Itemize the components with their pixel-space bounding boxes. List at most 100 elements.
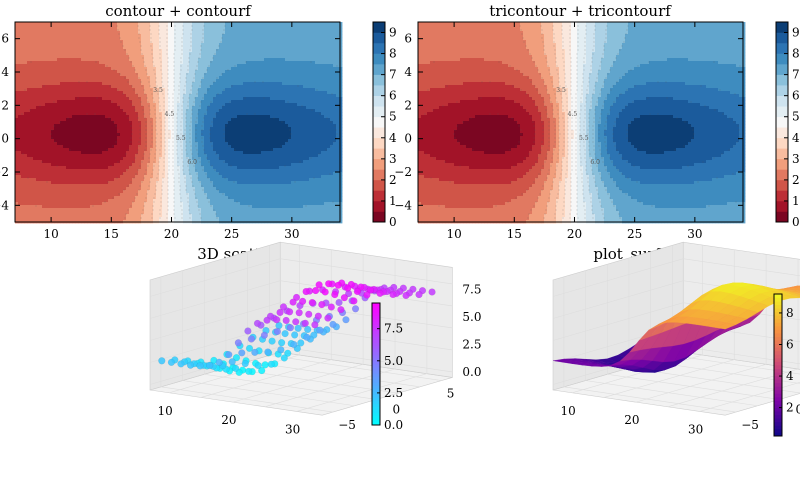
contour-cell xyxy=(330,148,334,152)
contour-cell xyxy=(45,94,49,98)
contour-cell xyxy=(267,46,271,50)
contour-cell xyxy=(51,103,55,107)
contour-cell xyxy=(174,49,178,53)
contour-cell xyxy=(129,103,133,107)
contour-cell xyxy=(297,148,301,152)
contour-cell xyxy=(153,103,157,107)
contour-cell xyxy=(39,73,43,77)
contour-cell xyxy=(312,112,316,116)
contour-cell xyxy=(108,88,112,92)
contour-cell xyxy=(153,25,157,29)
contour-cell xyxy=(132,76,136,80)
contour-cell xyxy=(69,145,73,149)
contour-cell xyxy=(219,46,223,50)
contour-cell xyxy=(312,88,316,92)
contour-cell xyxy=(174,142,178,146)
contour-cell xyxy=(213,109,217,113)
contour-cell xyxy=(33,82,37,86)
contour-cell xyxy=(198,28,202,32)
contour-cell xyxy=(138,31,142,35)
contour-cell xyxy=(66,148,70,152)
contour-cell xyxy=(207,52,211,56)
contour-cell xyxy=(36,28,40,32)
contour-cell xyxy=(300,133,304,137)
contour-cell xyxy=(132,106,136,110)
contour-cell xyxy=(255,106,259,110)
contour-cell xyxy=(339,85,343,89)
contour-cell xyxy=(162,34,166,38)
contour-cell xyxy=(177,130,181,134)
contour-cell xyxy=(318,151,322,155)
contour-cell xyxy=(315,145,319,149)
contour-cell xyxy=(30,142,34,146)
contour-cell xyxy=(123,34,127,38)
contour-cell xyxy=(246,106,250,110)
contour-cell xyxy=(222,46,226,50)
contour-cell xyxy=(48,103,52,107)
contour-cell xyxy=(150,82,154,86)
contour-cell xyxy=(174,34,178,38)
contour-cell xyxy=(261,121,265,125)
contour-cell xyxy=(168,136,172,140)
contour-cell xyxy=(234,142,238,146)
contour-cell xyxy=(276,115,280,119)
contour-cell xyxy=(276,154,280,158)
contour-cell xyxy=(165,82,169,86)
contour-cell xyxy=(99,130,103,134)
contour-cell xyxy=(36,118,40,122)
contour-cell xyxy=(24,136,28,140)
contour-cell xyxy=(183,121,187,125)
contour-cell xyxy=(240,142,244,146)
contour-cell xyxy=(318,67,322,71)
contour-cell xyxy=(180,43,184,47)
contour-cell xyxy=(225,151,229,155)
contour-cell xyxy=(183,61,187,65)
contour-cell xyxy=(234,85,238,89)
contour-cell xyxy=(336,133,340,137)
contour-cell xyxy=(123,151,127,155)
contour-cell xyxy=(168,127,172,131)
contour-cell xyxy=(45,133,49,137)
contour-cell xyxy=(327,112,331,116)
contour-cell xyxy=(213,106,217,110)
contour-cell xyxy=(51,73,55,77)
contour-cell xyxy=(249,91,253,95)
contour-cell xyxy=(105,94,109,98)
contour-cell xyxy=(192,109,196,113)
contour-cell xyxy=(72,46,76,50)
contour-cell xyxy=(186,49,190,53)
contour-cell xyxy=(186,127,190,131)
contour-cell xyxy=(138,145,142,149)
contour-cell xyxy=(135,109,139,113)
contour-cell xyxy=(198,94,202,98)
contour-cell xyxy=(24,73,28,77)
contour-cell xyxy=(198,82,202,86)
contour-cell xyxy=(204,121,208,125)
contour-cell xyxy=(300,115,304,119)
contour-cell xyxy=(219,28,223,32)
contour-cell xyxy=(72,82,76,86)
contour-cell xyxy=(219,37,223,41)
contour-cell xyxy=(39,61,43,65)
contour-cell xyxy=(258,136,262,140)
contour-cell xyxy=(93,85,97,89)
contour-cell xyxy=(153,97,157,101)
contour-cell xyxy=(288,58,292,62)
contour-cell xyxy=(21,124,25,128)
contour-cell xyxy=(147,22,151,26)
contour-cell xyxy=(270,157,274,161)
contour-cell xyxy=(258,106,262,110)
contour-cell xyxy=(315,91,319,95)
contour-cell xyxy=(159,25,163,29)
contour-cell xyxy=(252,127,256,131)
contour-cell xyxy=(24,43,28,47)
contour-cell xyxy=(195,61,199,65)
contour-cell xyxy=(147,139,151,143)
contour-cell xyxy=(78,127,82,131)
contour-cell xyxy=(300,148,304,152)
contour-cell xyxy=(132,85,136,89)
contour-cell xyxy=(222,154,226,158)
contour-cell xyxy=(120,100,124,104)
contour-cell xyxy=(294,94,298,98)
contour-cell xyxy=(321,61,325,65)
